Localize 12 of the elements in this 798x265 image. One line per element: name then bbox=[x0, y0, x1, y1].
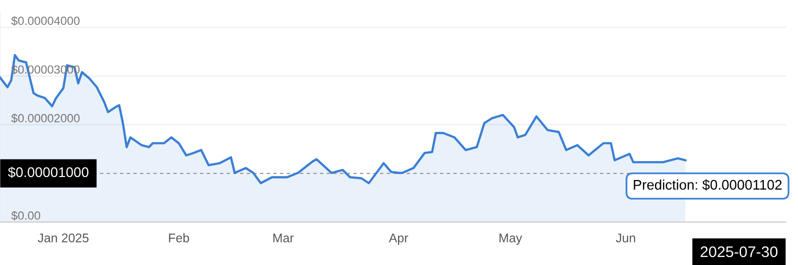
annotation: Prediction: $0.00001102 bbox=[634, 179, 782, 191]
ref-line-label: $0.00001000 bbox=[8, 166, 88, 178]
x-tick-label: Jan 2025 bbox=[38, 234, 89, 242]
x-tick-label: Feb bbox=[169, 233, 190, 242]
y-tick-label: $0.00004000 bbox=[11, 16, 80, 26]
x-tick-label: Apr bbox=[388, 234, 408, 245]
x-tick-label: Mar bbox=[273, 234, 294, 242]
x-tick-label: Jun bbox=[616, 234, 636, 242]
text: 2025-07-30 bbox=[700, 246, 778, 258]
y-tick-label: $0.00002000 bbox=[11, 114, 80, 124]
x-tick-label: May bbox=[500, 234, 522, 245]
y-tick-label: $0.00 bbox=[11, 210, 40, 220]
